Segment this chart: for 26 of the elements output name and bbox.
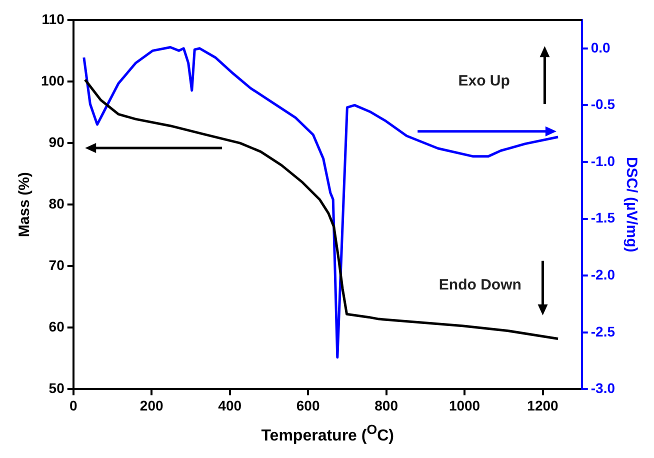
annotation: Exo Up — [458, 72, 510, 90]
x-tick-label: 200 — [140, 397, 164, 414]
y2-tick-label: -2.5 — [590, 323, 616, 340]
x-tick-label: 400 — [218, 397, 242, 414]
annotation: Endo Down — [438, 276, 522, 294]
x-axis-title: Temperature ($^{O}$C) — [260, 422, 395, 446]
y-tick-label: 60 — [48, 318, 65, 335]
y2-tick-label: -0.5 — [590, 96, 616, 112]
y-tick-label: 100 — [41, 72, 65, 88]
x-tick-label: 0 — [69, 397, 78, 414]
x-tick-label: 600 — [296, 397, 320, 414]
y-tick-label: 110 — [42, 10, 65, 27]
y-tick-label: 90 — [48, 134, 65, 150]
y2-axis-title: DSC/ (µV/mg) — [622, 156, 640, 252]
x-tick-label: 1000 — [448, 397, 480, 414]
y-tick-label: 80 — [48, 195, 65, 212]
x-tick-label: 1200 — [527, 397, 559, 414]
y-tick-label: 50 — [48, 380, 65, 396]
y-tick-label: 70 — [48, 256, 65, 273]
x-tick-label: 800 — [374, 397, 398, 414]
y-axis-title: Mass (%) — [16, 172, 34, 238]
y2-tick-label: -2.0 — [590, 266, 616, 282]
y2-tick-label: 0.0 — [590, 39, 611, 56]
y2-tick-label: -3.0 — [590, 380, 616, 396]
y2-tick-label: -1.5 — [590, 210, 616, 226]
y2-tick-label: -1.0 — [590, 152, 616, 169]
